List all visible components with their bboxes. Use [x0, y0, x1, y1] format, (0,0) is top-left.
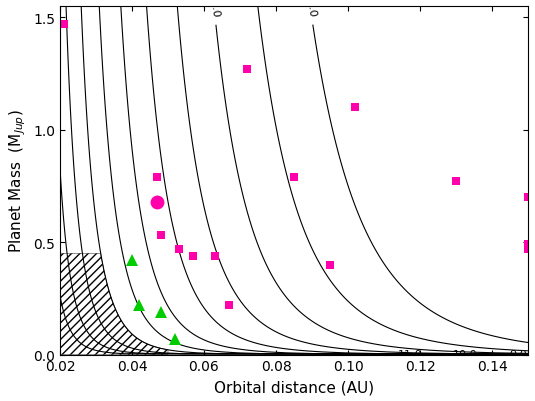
Text: 12.0: 12.0	[208, 0, 220, 18]
Text: 9.0: 9.0	[509, 349, 527, 359]
Text: 11.0: 11.0	[398, 349, 423, 359]
Y-axis label: Planet Mass  (M$_{Jup}$): Planet Mass (M$_{Jup}$)	[7, 109, 27, 253]
Text: 10.0: 10.0	[453, 349, 477, 359]
Text: 13.0: 13.0	[303, 0, 316, 18]
X-axis label: Orbital distance (AU): Orbital distance (AU)	[214, 379, 374, 394]
